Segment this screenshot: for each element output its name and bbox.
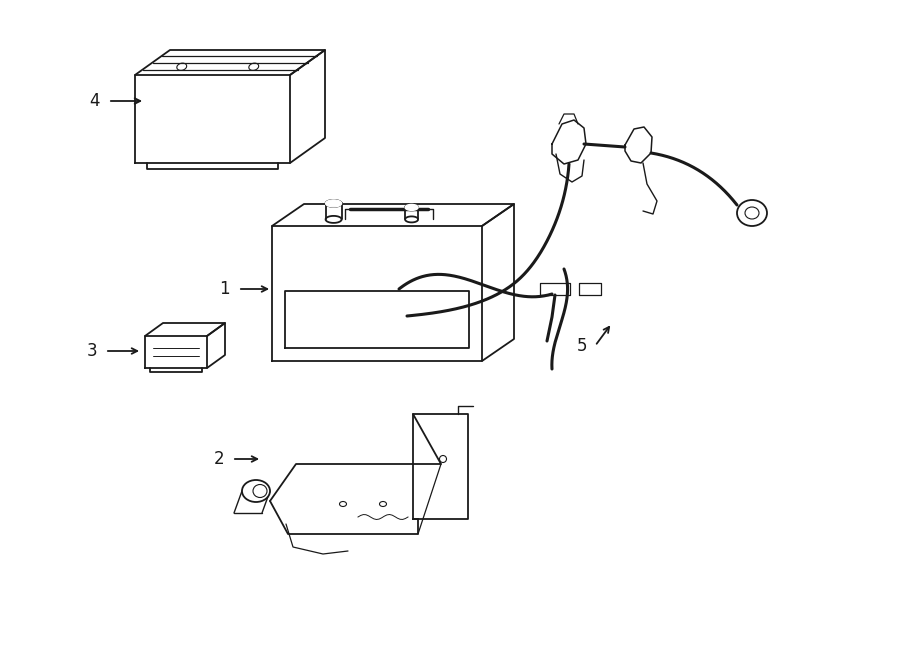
Text: 5: 5 <box>577 337 587 355</box>
Text: 2: 2 <box>213 450 224 468</box>
Ellipse shape <box>737 200 767 226</box>
Text: 4: 4 <box>89 92 100 110</box>
Text: 3: 3 <box>86 342 97 360</box>
Text: 1: 1 <box>220 280 230 298</box>
Ellipse shape <box>242 480 270 502</box>
Ellipse shape <box>405 204 418 210</box>
Ellipse shape <box>326 200 342 207</box>
